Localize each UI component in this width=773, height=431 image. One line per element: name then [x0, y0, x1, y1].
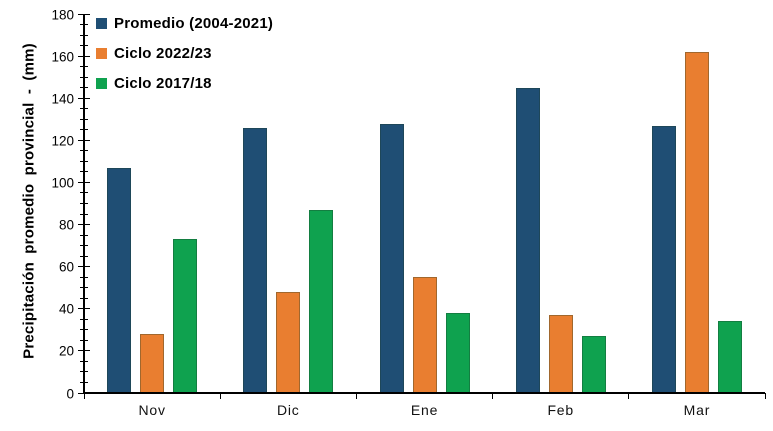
plot-area: Promedio (2004-2021) Ciclo 2022/23 Ciclo 2… [51, 7, 766, 418]
bar-ciclo-2022-23-dic [276, 291, 301, 393]
y-minor-tick [80, 87, 88, 89]
y-minor-tick [80, 24, 88, 26]
y-tick-label: 180 [51, 7, 74, 22]
bar-ciclo-2022-23-ene [412, 277, 437, 393]
legend-item: Ciclo 2022/23 [96, 41, 273, 66]
y-major-tick [78, 266, 90, 268]
y-minor-tick [80, 66, 88, 68]
bar-ciclo-2017-18-ene [445, 313, 470, 393]
category-group-dic: Dic [220, 14, 356, 418]
x-category-label: Nov [138, 402, 166, 418]
bar-promedio-2004-2021-nov [107, 167, 132, 393]
y-minor-tick [80, 34, 88, 36]
y-minor-tick [80, 245, 88, 247]
y-minor-tick [80, 255, 88, 257]
y-minor-tick [80, 381, 88, 383]
y-minor-tick [80, 118, 88, 120]
bars-row [84, 14, 220, 393]
category-group-feb: Feb [493, 14, 629, 418]
x-category-label: Ene [410, 402, 439, 418]
x-category-label: Dic [276, 402, 300, 418]
bar-groups: Nov Dic Ene Feb Mar [84, 14, 765, 418]
y-major-tick [78, 97, 90, 99]
y-tick-label: 40 [58, 301, 74, 317]
bar-promedio-2004-2021-ene [379, 123, 404, 393]
bar-ciclo-2022-23-nov [140, 334, 165, 393]
y-minor-tick [80, 129, 88, 131]
legend-label: Ciclo 2022/23 [114, 45, 212, 62]
bars-row [220, 14, 356, 393]
y-minor-tick [80, 360, 88, 362]
legend-label: Promedio (2004-2021) [114, 15, 274, 32]
y-minor-tick [80, 150, 88, 152]
category-group-nov: Nov [84, 14, 220, 418]
y-minor-tick [80, 297, 88, 299]
legend-swatch-icon [96, 78, 107, 89]
y-tick-label: 0 [66, 386, 74, 401]
bar-ciclo-2017-18-nov [173, 239, 198, 393]
y-tick-label: 120 [51, 133, 74, 149]
y-major-tick [78, 308, 90, 310]
y-minor-tick [80, 318, 88, 320]
y-minor-tick [80, 234, 88, 236]
x-boundary-tick [83, 393, 85, 399]
y-tick-label: 20 [58, 343, 74, 359]
y-tick-label: 80 [58, 217, 74, 233]
bar-ciclo-2017-18-feb [581, 336, 606, 393]
bars-row [356, 14, 492, 393]
y-major-tick [78, 224, 90, 226]
y-minor-tick [80, 203, 88, 204]
y-major-tick [78, 139, 90, 141]
y-minor-tick [80, 76, 88, 78]
x-boundary-tick [492, 393, 494, 399]
x-boundary-tick [764, 393, 766, 399]
y-minor-tick [80, 329, 88, 331]
y-minor-tick [80, 192, 88, 194]
x-boundary-tick [219, 393, 221, 399]
y-minor-tick [80, 287, 88, 289]
y-minor-tick [80, 160, 88, 162]
y-tick-label: 140 [51, 91, 74, 107]
y-tick-label: 60 [58, 259, 74, 275]
legend-item: Promedio (2004-2021) [96, 11, 273, 36]
y-minor-tick [80, 108, 88, 110]
x-boundary-tick [628, 393, 630, 399]
bar-promedio-2004-2021-feb [515, 87, 540, 393]
bar-ciclo-2022-23-mar [684, 51, 709, 393]
x-category-label: Feb [547, 402, 574, 418]
legend-label: Ciclo 2017/18 [114, 75, 212, 92]
bar-ciclo-2017-18-mar [717, 321, 742, 393]
y-minor-tick [80, 339, 88, 341]
x-category-label: Mar [683, 402, 711, 418]
y-minor-tick [80, 171, 88, 173]
y-tick-label: 160 [51, 49, 74, 65]
bar-promedio-2004-2021-mar [651, 125, 676, 393]
y-minor-tick [80, 213, 88, 215]
y-tick-label: 100 [51, 175, 74, 191]
y-major-tick [78, 13, 90, 15]
bars-row [629, 14, 765, 393]
y-axis-title: Precipitación promedio provincial - (mm) [20, 43, 38, 359]
bars-row [493, 14, 629, 393]
y-minor-tick [80, 45, 88, 47]
legend-item: Ciclo 2017/18 [96, 71, 273, 96]
x-axis-line [83, 392, 765, 394]
legend-swatch-icon [96, 18, 107, 29]
y-major-tick [78, 181, 90, 183]
category-group-ene: Ene [356, 14, 492, 418]
bar-ciclo-2017-18-dic [309, 209, 334, 393]
y-major-tick [78, 350, 90, 352]
y-minor-tick [80, 276, 88, 278]
bar-promedio-2004-2021-dic [243, 127, 268, 393]
category-group-mar: Mar [629, 14, 765, 418]
x-boundary-tick [355, 393, 357, 399]
y-major-tick [78, 55, 90, 57]
y-minor-tick [80, 371, 88, 373]
legend-swatch-icon [96, 48, 107, 59]
chart-legend: Promedio (2004-2021) Ciclo 2022/23 Ciclo 2… [96, 11, 273, 96]
bar-ciclo-2022-23-feb [548, 315, 573, 393]
